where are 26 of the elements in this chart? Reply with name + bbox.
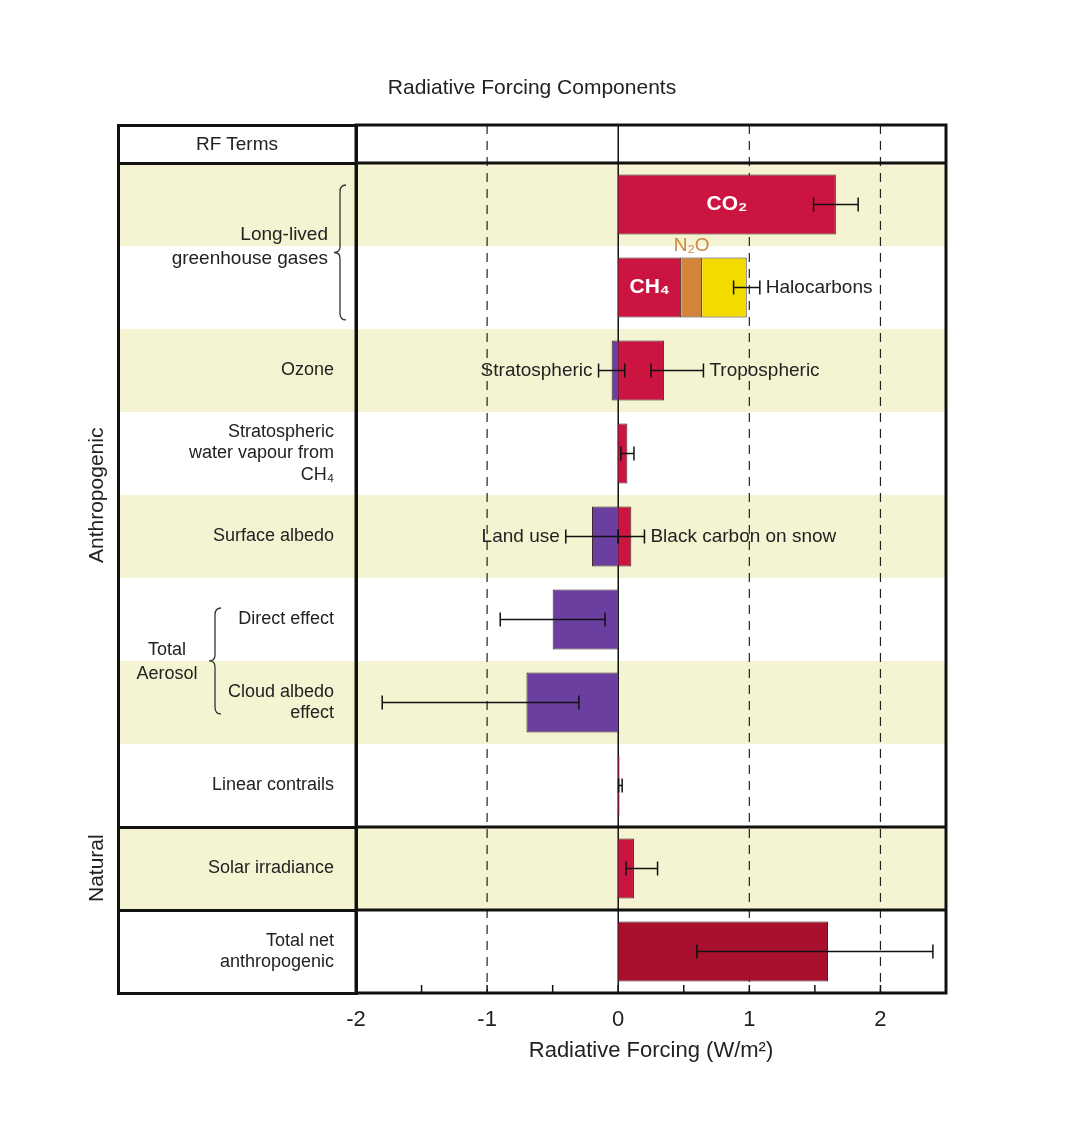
x-tick-label: -1 (477, 1006, 497, 1032)
y-tick-label: Direct effect (238, 608, 334, 629)
x-tick-label: 2 (874, 1006, 887, 1032)
y-tick-label: Solar irradiance (207, 857, 334, 878)
series-label: Halocarbons (765, 275, 873, 297)
text: Anthropogenic (84, 426, 108, 565)
y-tick-label: Surface albedo (212, 525, 334, 546)
series-label: Land use (481, 524, 560, 546)
x-axis-title: Radiative Forcing (W/m²) (528, 1036, 774, 1062)
y-tick-label: Cloud albedo effect (227, 680, 334, 723)
y-tick-label: Ozone (280, 359, 334, 380)
x-tick-label: -2 (346, 1006, 366, 1032)
chart-title: Radiative Forcing Components (387, 74, 677, 98)
series-label: N₂O (673, 234, 710, 256)
x-tick-label: 1 (743, 1006, 756, 1032)
y-tick-label: Total net anthropogenic (219, 929, 334, 972)
series-label: Black carbon on snow (650, 524, 837, 546)
y-tick-label: Linear contrails (211, 774, 334, 795)
text: Long-lived greenhouse gases (170, 222, 328, 270)
text: RF Terms (195, 132, 279, 156)
series-label: CO₂ (706, 191, 748, 215)
y-tick-label: Stratospheric water vapour from CH₄ (187, 420, 334, 485)
text: Natural (84, 833, 108, 905)
text: Total Aerosol (135, 638, 199, 685)
series-label: CH₄ (629, 274, 670, 298)
x-tick-label: 0 (612, 1006, 625, 1032)
